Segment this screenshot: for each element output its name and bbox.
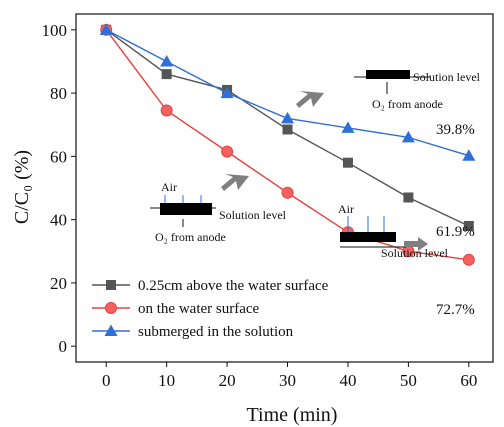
inset-on-surface-o2: O₂ from anode <box>155 230 226 244</box>
y-tick-label: 80 <box>50 84 67 103</box>
legend-entry: 0.25cm above the water surface <box>92 278 329 294</box>
x-tick-label: 40 <box>339 371 356 390</box>
x-tick-label: 0 <box>102 371 111 390</box>
x-tick-label: 60 <box>460 371 477 390</box>
axis-ticks: 0 10 20 30 40 50 60 0 20 40 60 80 100 <box>42 21 478 390</box>
legend-marker <box>104 324 118 336</box>
series-layer <box>99 23 476 266</box>
plot-frame <box>75 13 494 363</box>
y-tick-label: 60 <box>50 147 67 166</box>
inset-on-surface: Air Solution level O₂ from anode <box>150 174 287 244</box>
end-label-on-surface: 72.7% <box>436 302 475 318</box>
inset-above-surface: Air Solution level <box>338 202 449 260</box>
x-tick-label: 10 <box>158 371 175 390</box>
data-point <box>281 186 294 199</box>
y-tick-label: 100 <box>42 21 68 40</box>
data-point <box>160 104 173 117</box>
x-axis-label: Time (min) <box>247 404 338 426</box>
data-point <box>462 149 476 161</box>
legend-entry: submerged in the solution <box>92 324 294 340</box>
y-tick-label: 40 <box>50 211 67 230</box>
series-line <box>105 29 470 157</box>
y-tick-label: 20 <box>50 274 67 293</box>
data-point <box>221 145 234 158</box>
series-3 <box>99 23 476 161</box>
legend-marker <box>105 302 117 314</box>
x-tick-label: 30 <box>279 371 296 390</box>
legend-label: submerged in the solution <box>138 324 294 340</box>
data-point <box>281 111 295 124</box>
data-point <box>220 86 234 99</box>
arrow-above <box>404 237 428 251</box>
legend-marker <box>106 280 116 290</box>
series-line <box>105 29 469 261</box>
data-point <box>160 54 174 67</box>
electrode-on-surface <box>160 203 212 215</box>
data-point <box>161 69 172 80</box>
x-tick-label: 50 <box>400 371 417 390</box>
legend-entry: on the water surface <box>92 301 260 317</box>
data-point <box>403 192 414 203</box>
end-label-above: 61.9% <box>436 224 475 240</box>
inset-submerged: Solution level O₂ from anode <box>296 70 481 111</box>
inset-submerged-o2: O₂ from anode <box>372 97 443 111</box>
arrow-submerged <box>296 91 324 108</box>
data-point <box>401 130 415 143</box>
arrow-on-surface <box>221 174 249 191</box>
data-point <box>462 253 475 266</box>
inset-on-surface-solution-level: Solution level <box>219 208 287 222</box>
data-point <box>341 121 355 133</box>
x-tick-label: 20 <box>219 371 236 390</box>
data-point <box>282 124 293 135</box>
inset-submerged-solution-level: Solution level <box>413 70 481 84</box>
y-tick-label: 0 <box>59 337 68 356</box>
end-label-submerged: 39.8% <box>436 122 475 138</box>
y-axis-label: C/C₀ (%) <box>11 150 33 224</box>
electrode-above <box>340 232 396 242</box>
inset-on-surface-air: Air <box>161 180 177 194</box>
legend-label: on the water surface <box>138 301 260 317</box>
legend: 0.25cm above the water surface on the wat… <box>92 278 329 340</box>
legend-label: 0.25cm above the water surface <box>138 278 329 294</box>
data-point <box>463 220 474 231</box>
inset-above-air: Air <box>338 202 354 216</box>
plot-border <box>75 13 494 363</box>
inset-above-solution-level: Solution level <box>381 246 449 260</box>
electrode-submerged <box>366 70 410 79</box>
data-point <box>99 23 113 35</box>
data-point <box>342 157 353 168</box>
